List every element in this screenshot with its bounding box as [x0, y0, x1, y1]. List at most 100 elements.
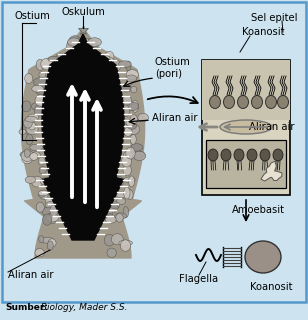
Ellipse shape	[105, 203, 118, 212]
Ellipse shape	[121, 85, 131, 92]
Ellipse shape	[104, 56, 110, 62]
Ellipse shape	[32, 152, 40, 158]
Ellipse shape	[48, 56, 59, 62]
Ellipse shape	[30, 144, 43, 151]
Ellipse shape	[130, 134, 136, 144]
Ellipse shape	[124, 127, 132, 136]
Ellipse shape	[73, 40, 78, 47]
Ellipse shape	[123, 151, 132, 162]
Text: Ostium
(pori): Ostium (pori)	[155, 57, 191, 79]
Ellipse shape	[22, 156, 32, 164]
Ellipse shape	[138, 113, 148, 122]
Ellipse shape	[86, 41, 98, 51]
Ellipse shape	[45, 202, 56, 209]
Ellipse shape	[131, 86, 137, 93]
Ellipse shape	[38, 190, 48, 196]
Ellipse shape	[208, 149, 218, 161]
Ellipse shape	[25, 176, 36, 183]
Ellipse shape	[35, 249, 44, 257]
Ellipse shape	[133, 151, 146, 161]
Ellipse shape	[123, 164, 131, 176]
Ellipse shape	[24, 149, 30, 157]
Ellipse shape	[109, 60, 121, 71]
Ellipse shape	[22, 101, 31, 112]
Text: Aliran air: Aliran air	[249, 122, 295, 132]
Text: Aliran air: Aliran air	[8, 270, 54, 280]
Ellipse shape	[47, 213, 58, 219]
Ellipse shape	[107, 248, 116, 258]
Ellipse shape	[123, 124, 128, 134]
Ellipse shape	[47, 212, 57, 224]
Ellipse shape	[115, 213, 126, 219]
Ellipse shape	[105, 52, 114, 61]
Ellipse shape	[52, 209, 57, 218]
Text: Flagella: Flagella	[180, 274, 219, 284]
Polygon shape	[21, 28, 145, 258]
Text: Oskulum: Oskulum	[61, 7, 105, 17]
Ellipse shape	[41, 237, 54, 243]
Ellipse shape	[26, 134, 33, 145]
Ellipse shape	[115, 176, 124, 187]
Ellipse shape	[105, 216, 116, 223]
Ellipse shape	[25, 74, 33, 84]
Ellipse shape	[126, 70, 138, 80]
Ellipse shape	[209, 95, 221, 108]
Ellipse shape	[47, 241, 53, 250]
Ellipse shape	[35, 84, 47, 95]
Ellipse shape	[28, 122, 36, 130]
Ellipse shape	[20, 151, 33, 158]
Ellipse shape	[84, 39, 90, 51]
Ellipse shape	[21, 150, 34, 162]
Text: Ostium: Ostium	[14, 11, 50, 21]
Text: Koanosit: Koanosit	[250, 282, 292, 292]
Ellipse shape	[43, 207, 55, 217]
Ellipse shape	[132, 100, 139, 112]
Ellipse shape	[38, 157, 45, 165]
Ellipse shape	[234, 149, 244, 161]
Ellipse shape	[48, 63, 62, 68]
Ellipse shape	[34, 105, 42, 116]
Ellipse shape	[124, 187, 130, 199]
Ellipse shape	[43, 214, 52, 225]
Ellipse shape	[126, 79, 132, 85]
Ellipse shape	[245, 241, 281, 273]
Ellipse shape	[116, 213, 123, 222]
Ellipse shape	[260, 149, 270, 161]
Ellipse shape	[36, 202, 44, 212]
Ellipse shape	[126, 155, 132, 165]
Ellipse shape	[128, 124, 140, 134]
Ellipse shape	[33, 78, 46, 86]
Text: Biology, Mader S.S.: Biology, Mader S.S.	[38, 303, 128, 313]
Ellipse shape	[39, 236, 44, 243]
Ellipse shape	[127, 190, 133, 199]
Bar	[202, 60, 290, 120]
Ellipse shape	[35, 95, 46, 106]
Ellipse shape	[126, 147, 135, 159]
Ellipse shape	[19, 129, 26, 134]
Ellipse shape	[104, 57, 113, 65]
Ellipse shape	[128, 123, 137, 129]
Ellipse shape	[27, 114, 39, 121]
Ellipse shape	[107, 215, 115, 221]
Ellipse shape	[122, 105, 129, 116]
Ellipse shape	[126, 120, 134, 126]
Ellipse shape	[39, 190, 48, 199]
Ellipse shape	[39, 72, 46, 77]
Ellipse shape	[38, 192, 45, 197]
Ellipse shape	[85, 39, 94, 44]
Ellipse shape	[126, 61, 131, 71]
Ellipse shape	[247, 149, 257, 161]
Ellipse shape	[131, 151, 145, 158]
Ellipse shape	[221, 149, 231, 161]
Ellipse shape	[127, 102, 139, 111]
Ellipse shape	[39, 166, 46, 174]
Ellipse shape	[120, 240, 131, 251]
Ellipse shape	[56, 54, 66, 59]
Ellipse shape	[30, 153, 38, 160]
Ellipse shape	[21, 124, 34, 134]
Text: Sumber:: Sumber:	[5, 303, 48, 313]
Ellipse shape	[69, 36, 81, 47]
Ellipse shape	[40, 178, 50, 185]
Ellipse shape	[41, 58, 53, 70]
Ellipse shape	[224, 95, 234, 108]
